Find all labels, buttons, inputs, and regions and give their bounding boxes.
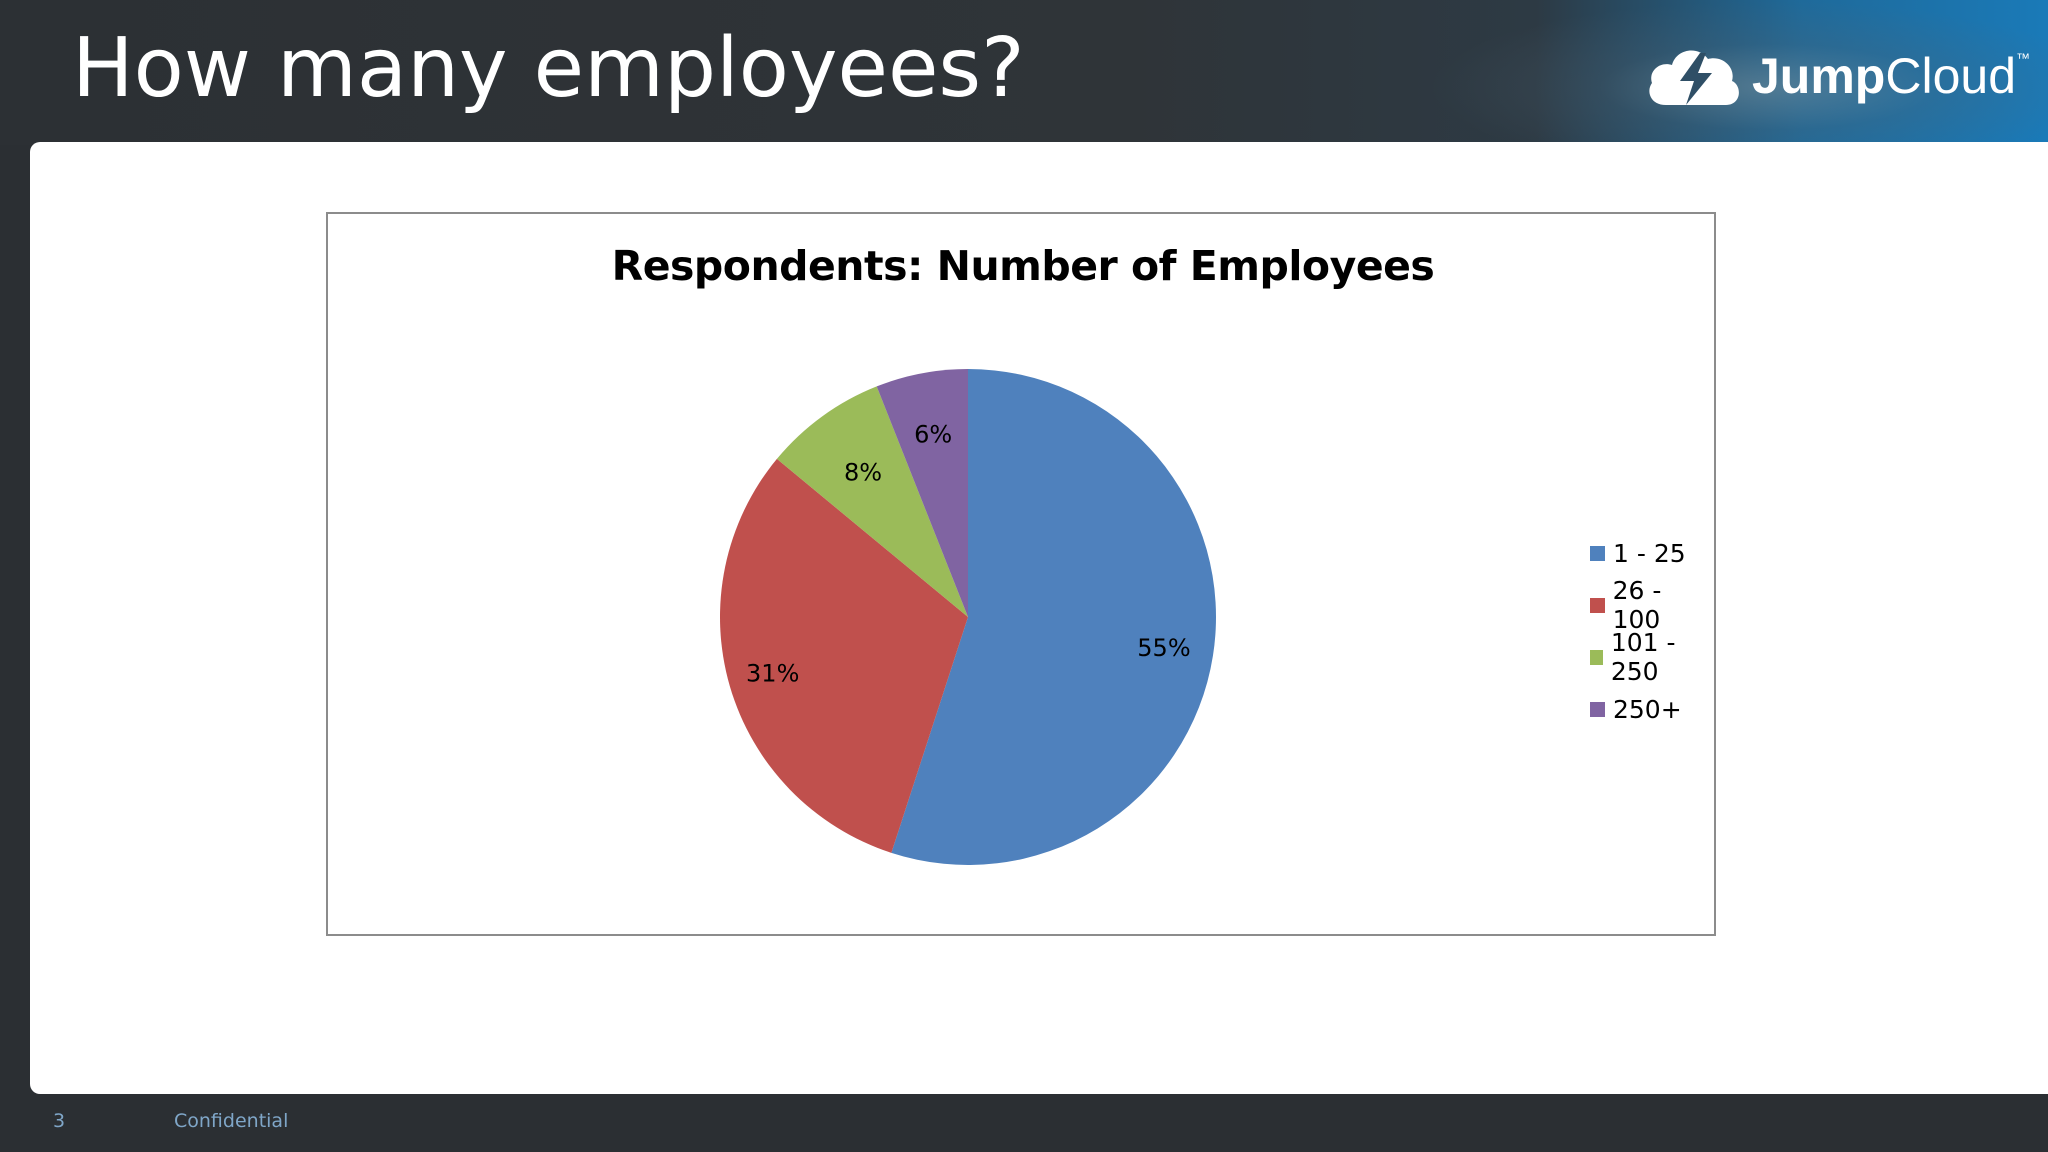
pie-slice-4 <box>876 369 968 617</box>
legend-label-2: 26 - 100 <box>1612 576 1662 634</box>
legend-item-1: 1 - 25 <box>1590 527 1714 579</box>
pie-data-label-2: 31% <box>746 660 799 688</box>
cloud-bolt-icon <box>1649 50 1739 105</box>
logo-text-regular: Cloud <box>1885 48 2016 104</box>
slide-content: Respondents: Number of Employees 55% 31% 8… <box>30 142 2048 1094</box>
pie-data-label-3: 8% <box>844 459 882 487</box>
pie-slice-3 <box>776 386 968 617</box>
legend-label-1: 1 - 25 <box>1613 538 1686 568</box>
legend-swatch-3 <box>1590 649 1603 665</box>
jumpcloud-logo: JumpCloud™ <box>1644 36 2030 116</box>
header-glow <box>1428 0 2048 145</box>
legend-label-3: 101 - 250 <box>1610 628 1676 686</box>
footer-confidential: Confidential <box>174 1110 289 1132</box>
legend-item-3: 101 - 250 <box>1590 628 1714 686</box>
chart-title: Respondents: Number of Employees <box>611 242 1435 290</box>
page-number: 3 <box>53 1110 66 1132</box>
pie-chart: Respondents: Number of Employees 55% 31% 8… <box>326 212 1716 936</box>
pie-slice-2 <box>719 458 968 853</box>
logo-text-bold: Jump <box>1752 48 1886 104</box>
legend-swatch-4 <box>1590 701 1605 717</box>
legend-swatch-2 <box>1590 597 1605 613</box>
pie-data-label-1: 55% <box>1137 634 1190 662</box>
pie-data-label-4: 6% <box>914 420 952 448</box>
pie-slice-1 <box>891 369 1216 865</box>
chart-legend: 1 - 25 26 - 100 101 - 250 250+ <box>1590 527 1714 735</box>
legend-swatch-1 <box>1590 545 1605 561</box>
legend-label-4: 250+ <box>1613 694 1682 724</box>
pie-svg: 55% 31% 8% 6% <box>719 369 1216 865</box>
slide-header: How many employees? JumpCloud™ <box>0 0 2048 145</box>
legend-item-2: 26 - 100 <box>1590 576 1714 634</box>
logo-text: JumpCloud™ <box>1752 51 2030 101</box>
legend-item-4: 250+ <box>1590 683 1714 735</box>
logo-trademark: ™ <box>2016 50 2030 66</box>
slide-title: How many employees? <box>72 21 1025 116</box>
